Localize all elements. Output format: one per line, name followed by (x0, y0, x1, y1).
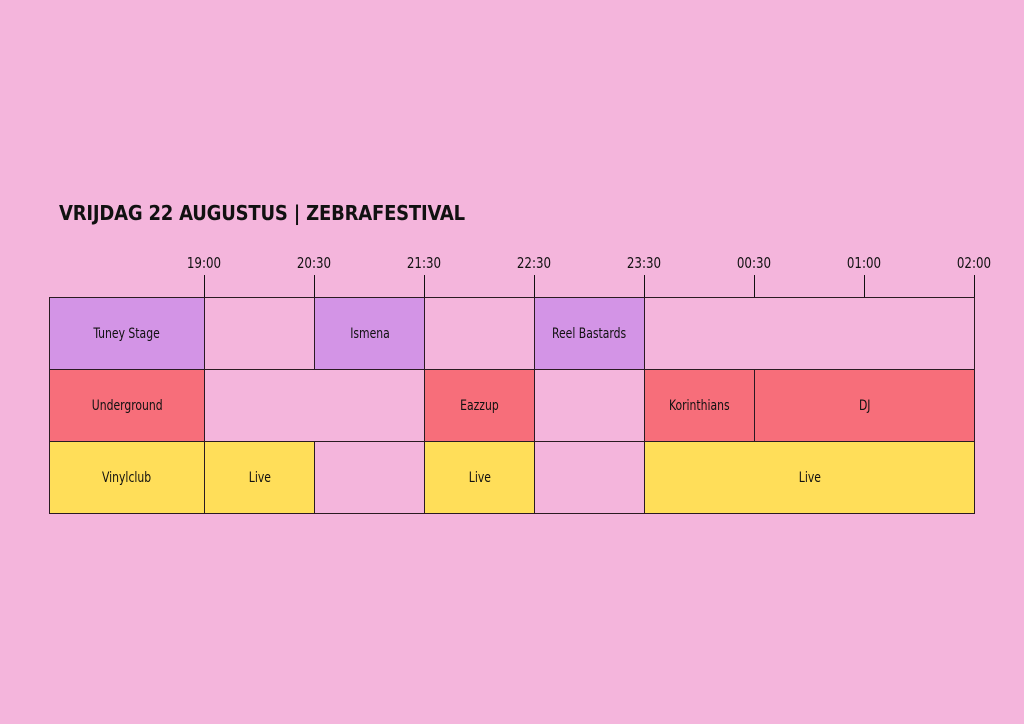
empty-slot (534, 369, 645, 442)
performance-slot: Eazzup (424, 369, 535, 442)
schedule-title: VRIJDAG 22 AUGUSTUS | ZEBRAFESTIVAL (59, 201, 465, 225)
stage-label: Tuney Stage (49, 297, 205, 370)
empty-slot (204, 297, 315, 370)
time-tick (973, 275, 975, 297)
performance-slot: Live (644, 441, 975, 514)
performance-slot: Live (204, 441, 315, 514)
empty-slot (644, 297, 975, 370)
time-tick (863, 275, 865, 297)
time-tick (753, 275, 755, 297)
time-label: 23:30 (626, 254, 662, 272)
empty-slot (314, 441, 425, 514)
time-label: 22:30 (516, 254, 552, 272)
performance-slot: Reel Bastards (534, 297, 645, 370)
time-label: 01:00 (846, 254, 882, 272)
time-tick (533, 275, 535, 297)
time-label: 20:30 (296, 254, 332, 272)
time-label: 19:00 (186, 254, 222, 272)
time-tick (203, 275, 205, 297)
stage-label: Vinylclub (49, 441, 205, 514)
stage-label: Underground (49, 369, 205, 442)
empty-slot (204, 369, 425, 442)
performance-slot: Live (424, 441, 535, 514)
performance-slot: Ismena (314, 297, 425, 370)
empty-slot (424, 297, 535, 370)
time-tick (313, 275, 315, 297)
time-tick (423, 275, 425, 297)
performance-slot: Korinthians (644, 369, 755, 442)
time-label: 00:30 (736, 254, 772, 272)
performance-slot: DJ (754, 369, 975, 442)
empty-slot (534, 441, 645, 514)
time-tick (643, 275, 645, 297)
time-label: 02:00 (956, 254, 992, 272)
time-label: 21:30 (406, 254, 442, 272)
